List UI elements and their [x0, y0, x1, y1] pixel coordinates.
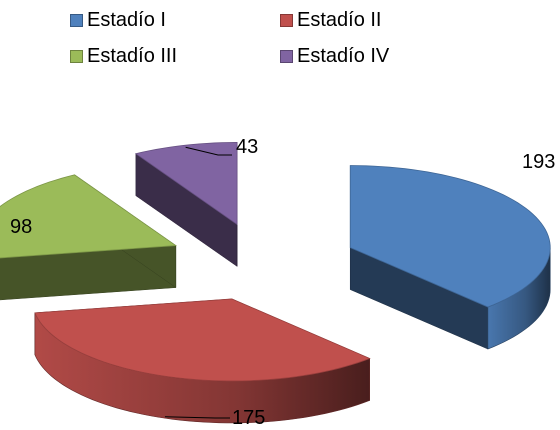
legend-item-estadio-i: Estadío I	[70, 9, 166, 31]
legend-item-estadio-ii: Estadío II	[280, 9, 382, 31]
legend-swatch-estadio-iv	[280, 49, 293, 63]
pie-slice-estadio-ii: 175	[34, 298, 371, 429]
legend-label-estadio-iii: Estadío III	[87, 44, 178, 67]
leader-line-estadio-ii	[164, 416, 230, 419]
pie-slice-estadio-iv: 43	[134, 136, 258, 267]
data-label-estadio-ii: 175	[232, 407, 265, 429]
data-label-estadio-i: 193	[522, 151, 555, 173]
data-label-estadio-iv: 43	[236, 136, 258, 158]
pie-slice-estadio-i-top	[349, 165, 551, 308]
data-label-estadio-iii: 98	[10, 216, 32, 238]
legend-item-estadio-iv: Estadío IV	[280, 45, 389, 67]
legend-label-estadio-ii: Estadío II	[297, 8, 382, 31]
legend-swatch-estadio-iii	[70, 49, 83, 63]
pie-slice-estadio-iv-top	[134, 142, 238, 226]
pie-slice-estadio-ii-top	[34, 298, 371, 382]
legend-label-estadio-i: Estadío I	[87, 8, 166, 31]
legend-swatch-estadio-ii	[280, 13, 293, 27]
legend-label-estadio-iv: Estadío IV	[297, 44, 390, 67]
pie-slice-estadio-iii: 98	[0, 174, 178, 301]
legend-swatch-estadio-i	[70, 13, 83, 27]
pie-slice-estadio-i: 193	[349, 151, 555, 350]
pie-slice-estadio-iii-top	[0, 174, 178, 259]
legend-item-estadio-iii: Estadío III	[70, 45, 177, 67]
leader-line-estadio-iv	[185, 146, 232, 156]
